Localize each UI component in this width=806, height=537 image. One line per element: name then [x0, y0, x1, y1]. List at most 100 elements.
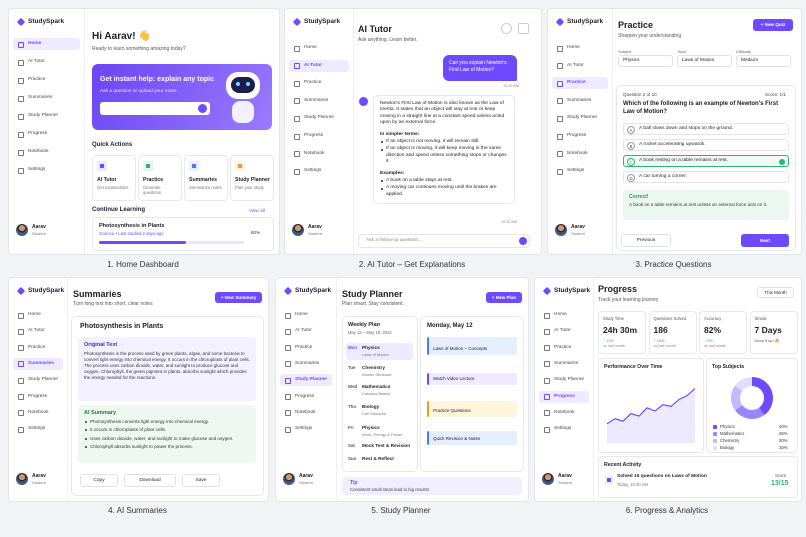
send-button[interactable]: [519, 237, 527, 245]
nav-item[interactable]: Progress: [552, 130, 608, 142]
nav-label: Progress: [304, 133, 324, 138]
filter-select[interactable]: Physics: [618, 55, 673, 67]
filter-value: Laws of Motion: [682, 58, 715, 63]
nav-item[interactable]: Summaries: [289, 95, 349, 107]
chat-input[interactable]: Ask a follow-up question...: [358, 234, 530, 248]
day-row[interactable]: Mon Physics Laws of Motion: [346, 343, 413, 360]
day-row[interactable]: Tue Chemistry Atomic Structure: [346, 363, 413, 380]
nav-item[interactable]: Notebook: [289, 148, 349, 160]
stat-note: vs last month: [603, 344, 626, 348]
answer-option[interactable]: B A rocket accelerating upwards.: [623, 139, 789, 151]
nav-item[interactable]: Home: [552, 42, 608, 54]
nav-item[interactable]: Summaries: [13, 357, 63, 370]
nav-item[interactable]: AI Tutor: [289, 59, 349, 72]
nav-item[interactable]: Home: [289, 42, 349, 54]
day-row[interactable]: Thu Biology Cell Structure: [346, 402, 413, 419]
nav-item[interactable]: Practice: [289, 77, 349, 89]
nav-item[interactable]: Summaries: [552, 95, 608, 107]
nav-item[interactable]: Home: [280, 309, 332, 321]
quick-action-card[interactable]: Study Planner Plan your study: [230, 155, 274, 201]
view-all-link[interactable]: View all: [249, 208, 265, 213]
nav-item[interactable]: AI Tutor: [13, 325, 63, 337]
day-row[interactable]: Fri Physics Work, Energy & Power: [346, 423, 413, 440]
nav-item[interactable]: Settings: [539, 423, 589, 435]
filter-select[interactable]: Medium: [736, 55, 791, 67]
action-button[interactable]: Download: [124, 474, 176, 487]
nav-item[interactable]: Notebook: [13, 146, 80, 158]
day-row[interactable]: Sun Rest & Reflect: [346, 454, 413, 465]
stat-label: Study Time: [603, 316, 624, 321]
period-select[interactable]: This Month: [757, 287, 794, 298]
nav-item[interactable]: Practice: [552, 77, 608, 90]
nav-item[interactable]: Practice: [13, 342, 63, 354]
delete-button[interactable]: [518, 23, 529, 34]
nav-item[interactable]: Settings: [552, 165, 608, 177]
nav-item[interactable]: AI Tutor: [280, 325, 332, 337]
donut-slice: [731, 385, 743, 411]
primary-button[interactable]: + New Plan: [486, 292, 522, 303]
nav-label: Summaries: [28, 95, 53, 100]
nav-item[interactable]: Progress: [13, 128, 80, 140]
nav-item[interactable]: Study Planner: [280, 374, 332, 387]
nav-item[interactable]: Study Planner: [13, 110, 80, 122]
history-button[interactable]: [501, 23, 512, 34]
schedule-block[interactable]: Quick Revision & Notes: [427, 431, 517, 445]
schedule-text: Quick Revision & Notes: [433, 436, 481, 441]
previous-button[interactable]: Previous: [621, 234, 671, 247]
nav-item[interactable]: Study Planner: [13, 374, 63, 386]
nav-item[interactable]: AI Tutor: [13, 56, 80, 68]
nav-item[interactable]: Progress: [13, 391, 63, 403]
nav-item[interactable]: Progress: [289, 130, 349, 142]
nav-item[interactable]: Home: [13, 309, 63, 321]
robot-eye: [236, 82, 240, 86]
nav-item[interactable]: Study Planner: [289, 112, 349, 124]
nav-item[interactable]: Summaries: [13, 92, 80, 104]
quick-action-card[interactable]: Summaries Summarize notes: [184, 155, 228, 201]
schedule-block[interactable]: Laws of Motion – Concepts: [427, 337, 517, 355]
robot-face: [231, 77, 255, 93]
nav-item[interactable]: Summaries: [539, 358, 589, 370]
nav-item[interactable]: Settings: [289, 165, 349, 177]
nav-item[interactable]: Progress: [539, 390, 589, 403]
nav-item[interactable]: Notebook: [539, 407, 589, 419]
nav-item[interactable]: Summaries: [280, 358, 332, 370]
day-row[interactable]: Sat Mock Test & Revision: [346, 441, 413, 452]
nav-item[interactable]: Study Planner: [539, 374, 589, 386]
schedule-block[interactable]: Watch Video Lecture: [427, 373, 517, 385]
action-button[interactable]: Copy: [80, 474, 118, 487]
primary-button[interactable]: + New Quiz: [753, 19, 793, 31]
nav-item[interactable]: Practice: [13, 74, 80, 86]
nav-item[interactable]: Study Planner: [552, 112, 608, 124]
nav-item[interactable]: Settings: [13, 423, 63, 435]
nav-item[interactable]: Notebook: [280, 407, 332, 419]
nav-item[interactable]: Home: [13, 38, 80, 50]
nav-item[interactable]: AI Tutor: [552, 60, 608, 72]
search-input[interactable]: [100, 102, 210, 115]
nav-item[interactable]: Home: [539, 309, 589, 321]
nav-item[interactable]: Notebook: [552, 148, 608, 160]
quick-action-card[interactable]: Practice Generate questions: [138, 155, 182, 201]
stat-value: 186: [653, 325, 668, 335]
nav-label: AI Tutor: [554, 328, 571, 334]
course-card[interactable]: Photosynthesis in Plants Science • Last s…: [92, 217, 274, 251]
nav-item[interactable]: Practice: [539, 342, 589, 354]
primary-button[interactable]: Next: [741, 234, 789, 247]
nav-item[interactable]: Notebook: [13, 407, 63, 419]
filter-select[interactable]: Laws of Motion: [677, 55, 732, 67]
answer-option[interactable]: C A book resting on a table remains at re…: [623, 155, 789, 167]
nav-item[interactable]: Progress: [280, 391, 332, 403]
answer-option[interactable]: D A car turning a corner.: [623, 171, 789, 183]
nav-item[interactable]: AI Tutor: [539, 325, 589, 337]
nav-item[interactable]: Practice: [280, 342, 332, 354]
sidebar-divider: [84, 9, 85, 254]
day-row[interactable]: Wed Mathematics Calculus Basics: [346, 382, 413, 399]
nav-item[interactable]: Settings: [280, 423, 332, 435]
primary-button[interactable]: + New Summary: [215, 292, 262, 303]
schedule-block[interactable]: Practice Questions: [427, 401, 517, 417]
nav-item[interactable]: Settings: [13, 164, 80, 176]
nav-label: Practice: [295, 344, 313, 350]
answer-option[interactable]: A A ball slows down and stops on the grou…: [623, 123, 789, 135]
action-button[interactable]: Save: [182, 474, 220, 487]
send-button[interactable]: [198, 104, 207, 113]
quick-action-card[interactable]: AI Tutor Get explanations: [92, 155, 136, 201]
